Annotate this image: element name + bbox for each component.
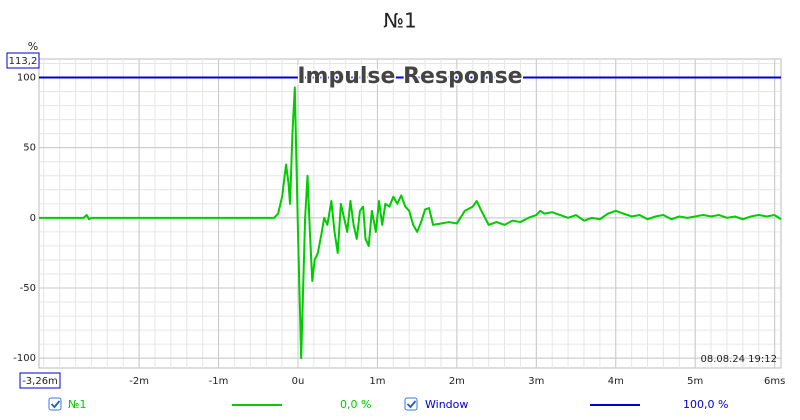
legend-label[interactable]: Window	[425, 398, 468, 411]
legend-label[interactable]: №1	[68, 398, 86, 411]
series-line	[39, 86, 782, 360]
ylim-box[interactable]	[6, 52, 40, 69]
x-tick-label: 6ms	[764, 376, 785, 387]
xlim-box[interactable]	[19, 372, 61, 389]
plot	[38, 58, 782, 369]
x-tick-label: 3m	[528, 376, 544, 387]
checkbox[interactable]	[48, 397, 62, 411]
y-tick-label: -100	[13, 353, 36, 364]
x-tick-label: 5m	[687, 376, 703, 387]
xlim-left-label[interactable]: -3,26m	[22, 376, 58, 387]
y-tick-label: 0	[30, 213, 36, 224]
legend	[48, 397, 418, 411]
y-unit: %	[28, 40, 38, 53]
chart-title: №1	[383, 9, 417, 33]
y-tick-label: 100	[17, 73, 36, 84]
x-tick-label: 2m	[449, 376, 465, 387]
legend-readout: 100,0 %	[683, 398, 728, 411]
legend-readout: 0,0 %	[340, 398, 371, 411]
x-tick-label: -1m	[209, 376, 229, 387]
checkbox[interactable]	[404, 397, 418, 411]
x-tick-label: -2m	[129, 376, 149, 387]
x-tick-label: 4m	[608, 376, 624, 387]
checkmark	[50, 400, 61, 409]
checkmark	[406, 400, 417, 409]
chart-subtitle: Impulse Response	[297, 64, 522, 89]
x-tick-label: 0u	[292, 376, 305, 387]
y-tick-label: -50	[20, 283, 36, 294]
y-tick-label: 50	[23, 143, 36, 154]
ylim-top-label[interactable]: 113,2	[9, 56, 38, 67]
timestamp: 08.08.24 19:12	[700, 354, 777, 365]
x-tick-label: 1m	[369, 376, 385, 387]
